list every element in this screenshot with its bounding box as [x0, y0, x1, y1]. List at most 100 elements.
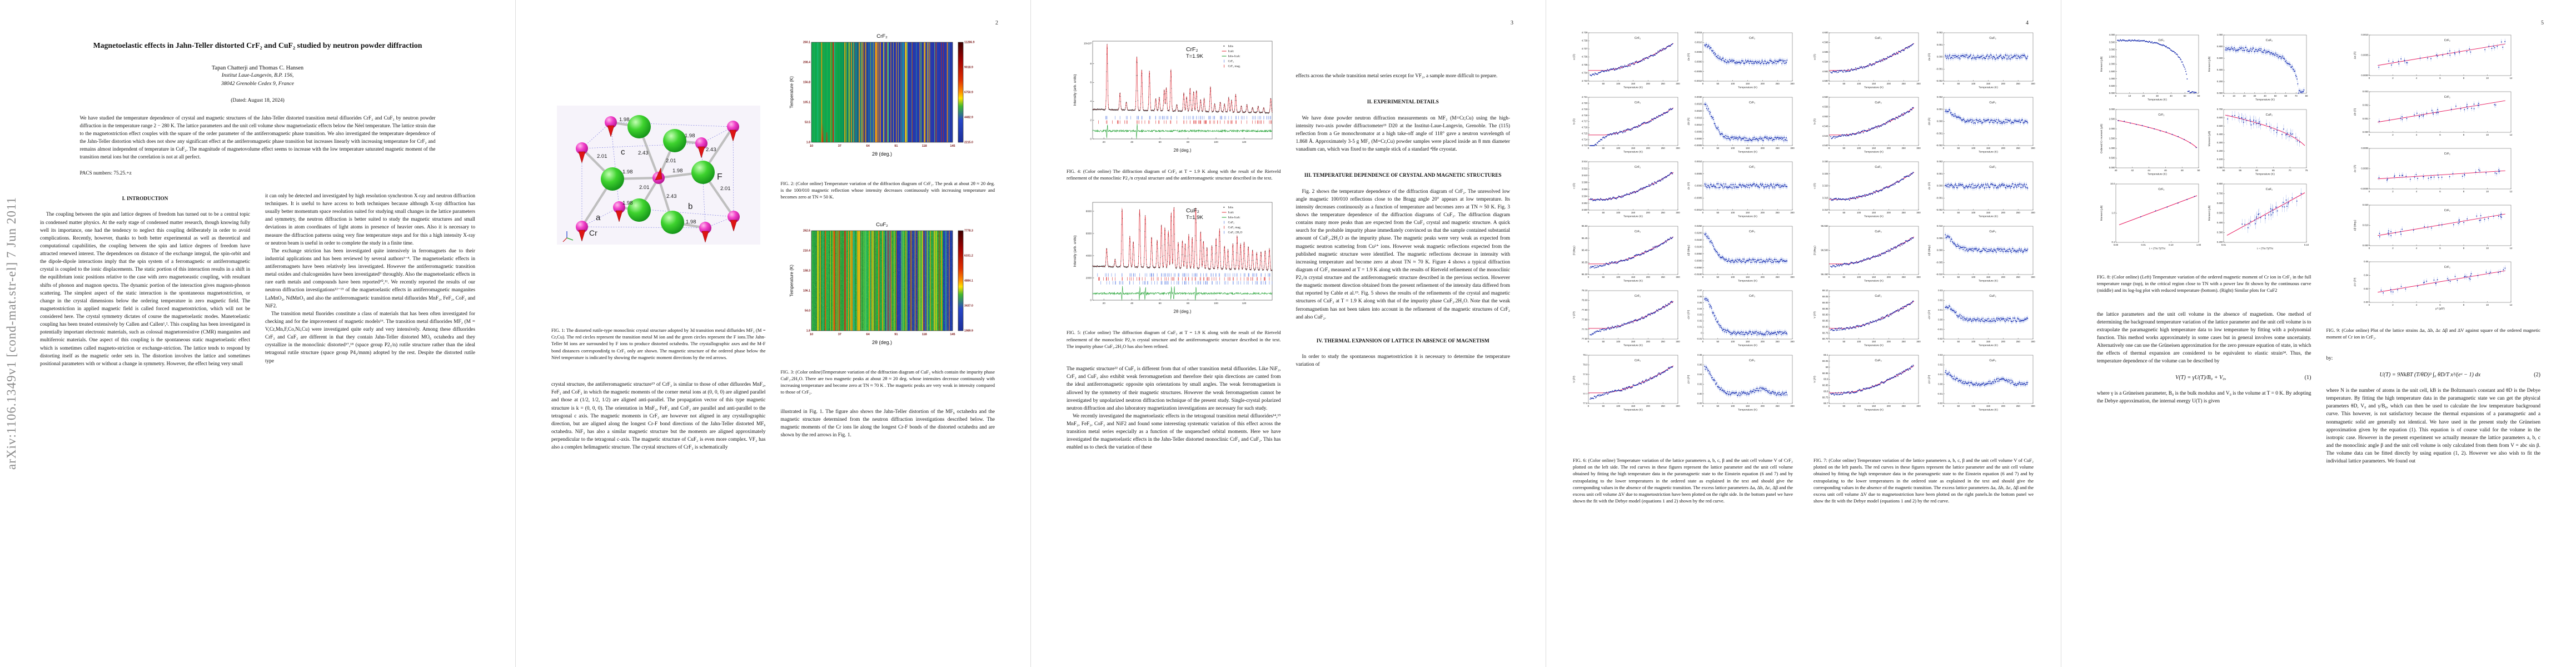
- equation-1: V(T) = γU(T)/B₀ + V₀, (1): [2097, 374, 2311, 382]
- figure-panel: [1926, 351, 2036, 412]
- abstract: We have studied the temperature dependen…: [79, 115, 436, 160]
- svg-text:1.98: 1.98: [686, 219, 696, 225]
- figure-panel: [1685, 158, 1796, 219]
- fig8-caption: FIG. 8: (Color online) (Left) Temperatur…: [2097, 274, 2311, 293]
- figure-panel: [1926, 29, 2036, 90]
- figure-panel: [1811, 351, 1922, 412]
- fig6-caption: FIG. 6: (Color online) Temperature varia…: [1573, 457, 1793, 504]
- paragraph: where γ is a Grüneisen parameter, B₀ is …: [2097, 391, 2311, 405]
- page5-right-column: FIG. 9: (Color online) Plot of the latti…: [2326, 0, 2541, 465]
- figure-panel: [2352, 88, 2515, 141]
- equation-1-body: V(T) = γU(T)/B₀ + V₀,: [2175, 374, 2226, 381]
- figure-panel: [2098, 180, 2202, 251]
- svg-text:1.98: 1.98: [622, 200, 633, 206]
- figure-panel: [1571, 287, 1681, 348]
- affiliation-line2: 38042 Grenoble Cedex 9, France: [221, 80, 295, 87]
- equation-2-number: (2): [2534, 371, 2540, 378]
- figure-panel: [1685, 287, 1796, 348]
- paragraph: In order to study the spontaneous magnet…: [1296, 354, 1511, 368]
- figure-panel: [1926, 93, 2036, 155]
- figure-panel: [2352, 258, 2515, 311]
- figure-panel: [1811, 93, 1922, 155]
- svg-text:1.98: 1.98: [672, 168, 683, 174]
- figure-panel: [2352, 145, 2515, 198]
- pacs-numbers: PACS numbers: 75.25.+z: [79, 170, 132, 176]
- svg-text:2.01: 2.01: [666, 158, 676, 164]
- figure-panel: [1571, 158, 1681, 219]
- page-number: 4: [2026, 20, 2029, 26]
- figure-panel: [1926, 158, 2036, 219]
- page1-right-column: it can only be detected and investigated…: [265, 192, 475, 368]
- svg-text:2.01: 2.01: [639, 185, 650, 191]
- figure-panel: [2352, 201, 2515, 255]
- paragraph: Fig. 2 shows the temperature dependence …: [1296, 188, 1511, 320]
- figure-panel: [1571, 29, 1681, 90]
- chromium-atoms-with-spins: [575, 116, 740, 243]
- fig9-caption: FIG. 9: (Color online) Plot of the latti…: [2326, 327, 2541, 340]
- svg-text:b: b: [688, 202, 692, 211]
- axis-triad-icon: [562, 231, 573, 242]
- fig3-colormap: [788, 219, 988, 354]
- figure-labels: c a b Cr F 1.98 1.98 1.98 1.98 1.98 1.98: [589, 117, 731, 237]
- paragraph: We recently investigated the magnetoelas…: [1067, 413, 1281, 451]
- paragraph: The coupling between the spin and lattic…: [40, 212, 250, 367]
- section-heading-introduction: I. INTRODUCTION: [122, 196, 168, 202]
- figure-3: [781, 219, 995, 354]
- equation-2-body: U(T) = 9NkBT (T/θD)³ ∫₀ θD/T x³/(eˣ − 1)…: [2379, 371, 2481, 378]
- figure-panel: [1811, 222, 1922, 283]
- figure-panel: [2206, 106, 2310, 177]
- fig1-caption: FIG. 1: The distorted rutile-type monocl…: [551, 327, 766, 360]
- figure-panel: [1811, 158, 1922, 219]
- paragraph: illustrated in Fig. 1. The figure also s…: [780, 409, 995, 439]
- figure-panel: [1811, 29, 1922, 90]
- section-heading-experimental: II. EXPERIMENTAL DETAILS: [1367, 99, 1439, 106]
- svg-text:1.98: 1.98: [622, 169, 633, 175]
- fig5-diffraction: [1071, 198, 1276, 316]
- paragraph: the lattice parameters and the unit cell…: [2097, 311, 2311, 365]
- fig7-caption: FIG. 7: (Color online) Temperature varia…: [1813, 457, 2034, 504]
- svg-text:Cr: Cr: [589, 228, 597, 237]
- svg-text:2.43: 2.43: [638, 150, 649, 156]
- page-2: 2: [515, 0, 1030, 667]
- figure-panel: [1571, 351, 1681, 412]
- svg-text:2.43: 2.43: [666, 193, 677, 200]
- figure-panel: [2206, 180, 2310, 251]
- figure-panel: [1685, 222, 1796, 283]
- page2-left-column: c a b Cr F 1.98 1.98 1.98 1.98 1.98 1.98: [551, 0, 766, 451]
- page-4: 4 FIG. 6: (Color online) Temperature var…: [1546, 0, 2061, 667]
- paragraph: We have done powder neutron diffraction …: [1296, 115, 1511, 153]
- figure-2: [781, 31, 995, 166]
- fig3-caption: FIG. 3: (Color online)Temperature variat…: [780, 369, 995, 395]
- page-number: 5: [2541, 20, 2544, 26]
- paragraph: it can only be detected and investigated…: [265, 193, 475, 246]
- figure-panel: [1571, 222, 1681, 283]
- paragraph: where N is the number of atoms in the un…: [2326, 388, 2541, 465]
- page-5: 5 FIG. 8: (Color online) (Left) Temperat…: [2061, 0, 2576, 667]
- paragraph: The exchange striction has been investig…: [265, 248, 475, 309]
- fig6-panel-grid: [1568, 29, 1798, 412]
- fig2-colormap: [788, 31, 988, 166]
- paragraph: by:: [2326, 356, 2333, 362]
- page1-left-column: I. INTRODUCTION The coupling between the…: [40, 192, 250, 368]
- affiliation-line1: Institut Laue-Langevin, B.P. 156,: [221, 72, 294, 78]
- page-3: 3 FIG. 4: (Color online) The diffraction…: [1030, 0, 1546, 667]
- figure-panel: [2098, 106, 2202, 177]
- figure-panel: [1926, 222, 2036, 283]
- crystal-structure-figure: c a b Cr F 1.98 1.98 1.98 1.98 1.98 1.98: [556, 106, 760, 245]
- svg-text:2.43: 2.43: [706, 147, 716, 153]
- svg-text:1.98: 1.98: [619, 117, 630, 123]
- figure-1: c a b Cr F 1.98 1.98 1.98 1.98 1.98 1.98: [551, 106, 766, 245]
- fig4-caption: FIG. 4: (Color online) The diffraction d…: [1067, 168, 1281, 181]
- page5-left-column: FIG. 8: (Color online) (Left) Temperatur…: [2097, 0, 2311, 465]
- figure-panel: [1685, 29, 1796, 90]
- figure-panel: [1926, 287, 2036, 348]
- fig2-caption: FIG. 2: (Color online) Temperature varia…: [780, 181, 995, 200]
- page3-left-column: FIG. 4: (Color online) The diffraction d…: [1067, 0, 1281, 452]
- figure-4: [1067, 37, 1281, 155]
- fig8-panel-grid: [2097, 31, 2311, 251]
- figure-panel: [1571, 93, 1681, 155]
- figure-panel: [1811, 287, 1922, 348]
- fig5-caption: FIG. 5: (Color online) The diffraction d…: [1067, 330, 1281, 349]
- page-number: 2: [995, 20, 998, 26]
- figure-6: FIG. 6: (Color online) Temperature varia…: [1568, 29, 1798, 505]
